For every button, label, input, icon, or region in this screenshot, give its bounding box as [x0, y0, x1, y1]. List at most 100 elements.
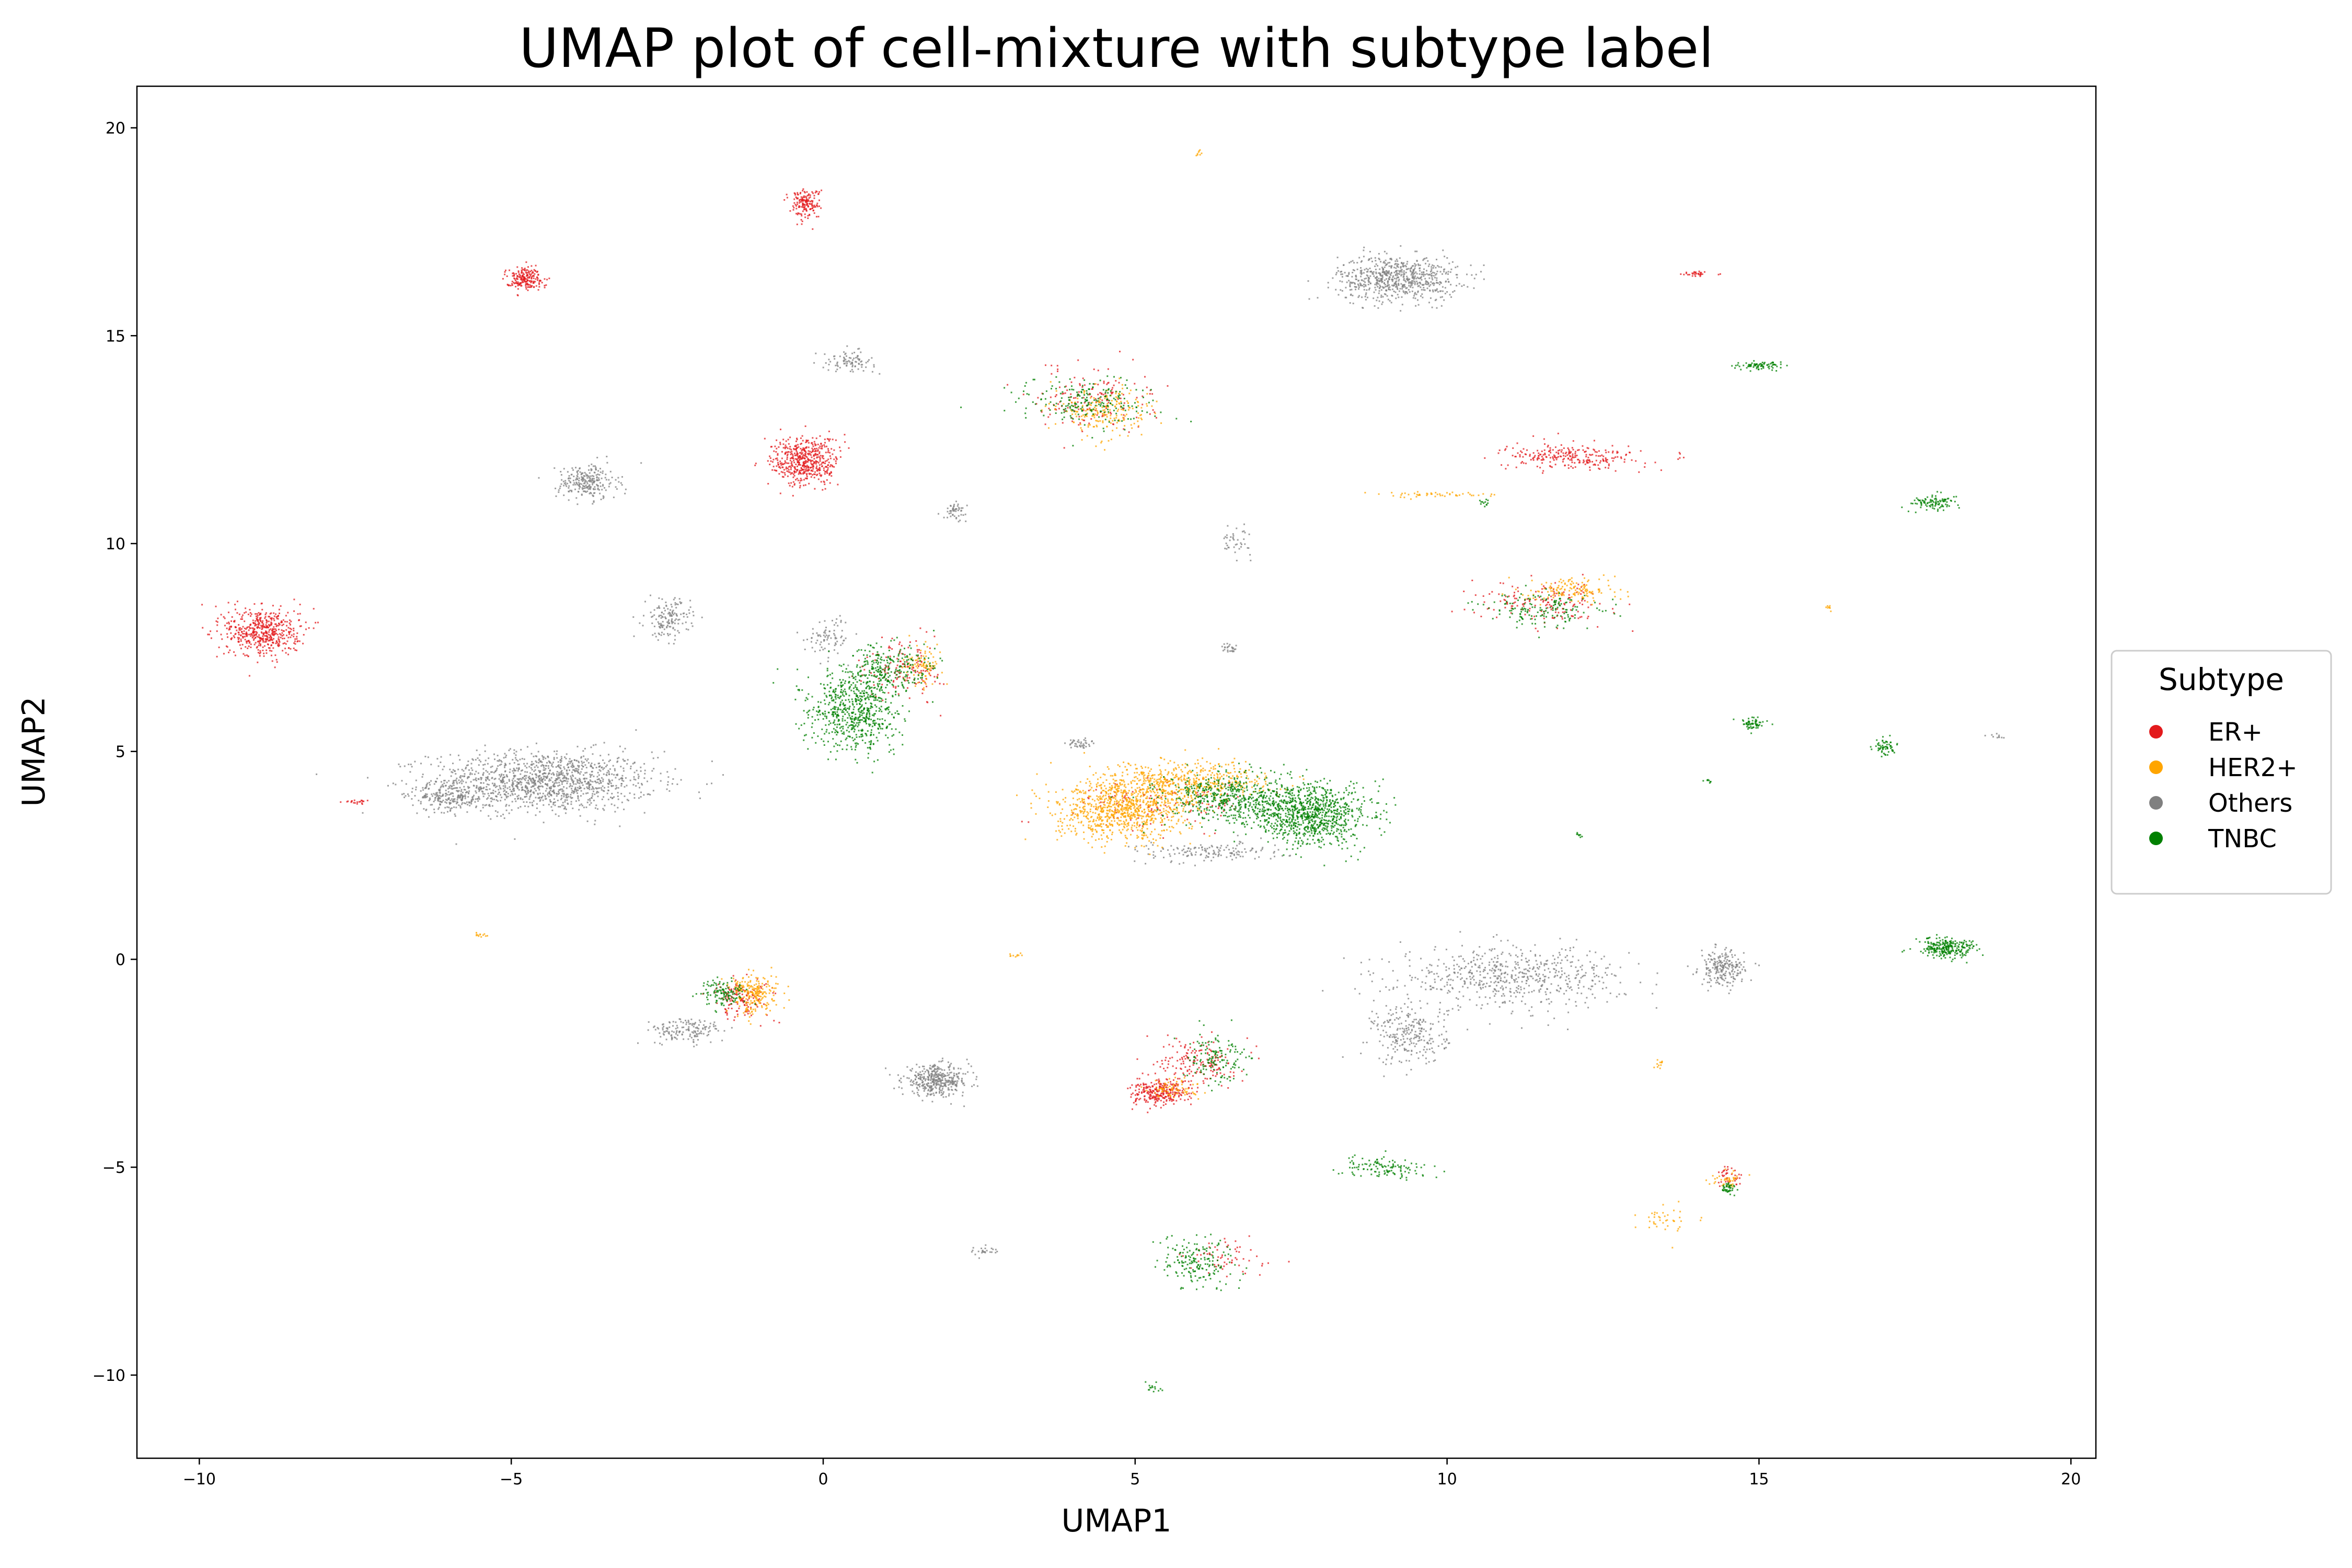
data-point	[1406, 292, 1409, 294]
data-point	[1365, 298, 1367, 301]
data-point	[1395, 1039, 1397, 1041]
data-point	[1394, 1019, 1396, 1021]
data-point	[564, 812, 567, 814]
data-point	[1569, 947, 1571, 949]
data-point	[275, 629, 277, 631]
data-point	[938, 1068, 940, 1070]
data-point	[1384, 262, 1386, 264]
data-point	[1566, 955, 1568, 956]
data-point	[437, 765, 440, 767]
data-point	[670, 626, 672, 628]
data-point	[946, 1081, 948, 1083]
data-point	[640, 796, 642, 798]
data-point	[926, 1083, 928, 1085]
data-point	[1349, 281, 1351, 283]
data-point	[562, 772, 564, 774]
data-point	[1741, 969, 1743, 971]
data-point	[1399, 1060, 1400, 1063]
data-point	[533, 778, 535, 780]
data-point	[682, 613, 684, 615]
data-point	[543, 804, 545, 806]
data-point	[262, 626, 264, 628]
data-point	[496, 767, 498, 769]
data-point	[1424, 278, 1426, 280]
data-point	[622, 758, 624, 760]
data-point	[1341, 273, 1343, 275]
data-point	[695, 1035, 697, 1037]
data-point	[935, 1087, 937, 1089]
data-point	[464, 802, 465, 804]
data-point	[560, 773, 562, 775]
data-point	[1390, 265, 1392, 267]
data-point	[497, 793, 499, 795]
data-point	[714, 1025, 717, 1027]
cluster	[316, 729, 724, 845]
data-point	[846, 363, 848, 365]
data-point	[1080, 741, 1082, 743]
data-point	[575, 479, 577, 481]
data-point	[938, 1083, 940, 1085]
data-point	[1224, 649, 1226, 651]
data-point	[610, 785, 613, 787]
data-point	[1332, 277, 1334, 279]
data-point	[1236, 560, 1238, 561]
data-point	[1429, 297, 1432, 299]
data-point	[578, 477, 580, 479]
data-point	[1368, 289, 1370, 291]
data-point	[597, 477, 599, 479]
data-point	[1544, 969, 1546, 971]
data-point	[476, 779, 477, 781]
data-point	[1413, 1019, 1415, 1021]
data-point	[1739, 971, 1742, 973]
data-point	[1483, 278, 1485, 280]
data-point	[1399, 1045, 1401, 1047]
data-point	[827, 637, 829, 639]
data-point	[597, 808, 598, 810]
data-point	[1353, 262, 1355, 264]
data-point	[581, 782, 583, 784]
data-point	[1476, 970, 1478, 972]
data-point	[1362, 1042, 1364, 1044]
data-point	[563, 795, 565, 798]
data-point	[1089, 745, 1091, 747]
data-point	[1345, 296, 1347, 298]
data-point	[957, 503, 959, 505]
data-point	[937, 1073, 939, 1075]
data-point	[1364, 296, 1366, 297]
data-point	[513, 772, 514, 774]
data-point	[513, 770, 515, 772]
data-point	[1433, 987, 1435, 989]
data-point	[1419, 1030, 1421, 1032]
data-point	[1536, 963, 1538, 965]
data-point	[1386, 1034, 1388, 1036]
data-point	[579, 804, 581, 806]
data-point	[1411, 280, 1413, 282]
data-point	[440, 795, 442, 798]
data-point	[543, 767, 545, 769]
data-point	[934, 1086, 936, 1088]
data-point	[824, 632, 826, 634]
data-point	[1491, 970, 1493, 972]
data-point	[527, 782, 529, 785]
data-point	[1404, 264, 1406, 267]
data-point	[1378, 292, 1380, 294]
data-point	[949, 1077, 951, 1079]
data-point	[1381, 271, 1383, 273]
data-point	[246, 631, 247, 633]
data-point	[675, 1028, 677, 1030]
data-point	[1723, 979, 1725, 982]
data-point	[1509, 954, 1512, 956]
data-point	[1414, 1031, 1416, 1033]
data-point	[1594, 983, 1596, 985]
data-point	[559, 487, 561, 489]
data-point	[1593, 973, 1595, 975]
data-point	[964, 1073, 966, 1075]
data-point	[1183, 848, 1184, 850]
data-point	[943, 1074, 946, 1076]
data-point	[584, 777, 586, 779]
data-point	[535, 773, 537, 775]
data-point	[688, 1021, 689, 1023]
data-point	[535, 742, 537, 744]
data-point	[238, 629, 240, 631]
data-point	[1440, 266, 1442, 268]
